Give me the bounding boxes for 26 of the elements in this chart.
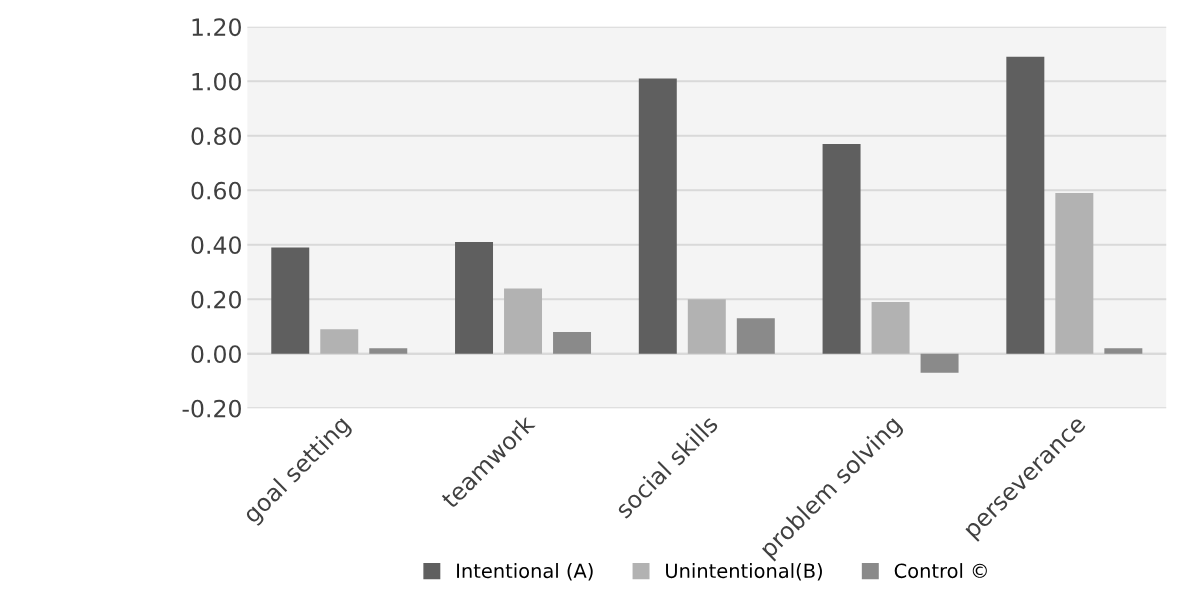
bar — [687, 299, 726, 354]
bar — [871, 302, 910, 354]
bar — [920, 353, 959, 373]
y-tick-label: 1.00 — [192, 72, 241, 91]
bar — [271, 247, 310, 354]
y-tick-label: 0.40 — [191, 236, 241, 255]
bar — [504, 288, 543, 354]
legend-label: Intentional (A) — [457, 563, 593, 581]
bar — [822, 143, 861, 354]
bar — [736, 318, 775, 354]
bar — [638, 78, 677, 354]
y-tick-label: 0.20 — [191, 290, 241, 309]
bar — [1104, 348, 1143, 354]
y-tick-label: 0.00 — [191, 345, 241, 364]
y-tick-label: 1.20 — [192, 18, 241, 37]
bar — [369, 348, 408, 354]
legend-label: Unintentional(B) — [666, 563, 822, 581]
y-tick-label: -0.20 — [182, 399, 241, 418]
legend-label: Control © — [894, 563, 987, 579]
bar — [320, 329, 359, 354]
bar — [455, 242, 494, 354]
bar — [553, 331, 592, 354]
y-tick-label: 0.80 — [191, 127, 241, 146]
bar — [1006, 56, 1045, 354]
bar — [1055, 193, 1094, 354]
y-tick-label: 0.60 — [191, 181, 241, 200]
